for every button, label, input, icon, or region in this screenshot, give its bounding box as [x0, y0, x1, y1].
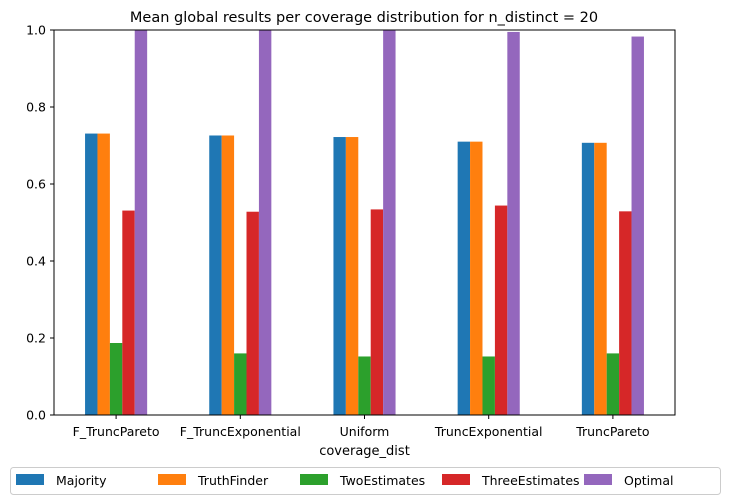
bar-optimal-uniform	[383, 30, 396, 415]
legend-label-optimal: Optimal	[624, 473, 673, 488]
bar-majority-truncexponential	[457, 141, 471, 415]
y-tick-label: 0.8	[26, 100, 46, 115]
x-tick-label: TruncExponential	[434, 424, 543, 439]
legend-swatch-threeestimates	[442, 474, 470, 485]
bar-optimal-f_truncpareto	[134, 30, 148, 415]
bar-twoestimates-f_truncpareto	[109, 343, 123, 415]
bar-optimal-f_truncexponential	[258, 30, 272, 415]
bar-truthfinder-uniform	[345, 137, 359, 415]
plot-frame	[53, 29, 676, 416]
legend-label-truthfinder: TruthFinder	[197, 473, 269, 488]
legend-label-twoestimates: TwoEstimates	[339, 473, 425, 488]
y-tick-label: 0.6	[26, 177, 46, 192]
bar-optimal-truncexponential	[507, 31, 520, 416]
bar-twoestimates-f_truncexponential	[234, 353, 247, 415]
bar-majority-uniform	[333, 137, 346, 415]
bar-twoestimates-uniform	[358, 356, 371, 415]
bar-threeestimates-uniform	[370, 209, 384, 415]
legend-swatch-optimal	[584, 474, 612, 485]
x-tick-label: F_TruncExponential	[180, 424, 301, 439]
bar-threeestimates-truncpareto	[619, 211, 632, 415]
legend-swatch-twoestimates	[300, 474, 328, 485]
y-tick-label: 0.0	[26, 408, 46, 423]
bar-twoestimates-truncexponential	[482, 356, 495, 415]
x-axis: F_TruncPareto F_TruncExponential Uniform Tr…	[73, 415, 650, 439]
bar-majority-f_truncexponential	[209, 135, 222, 416]
bar-truthfinder-truncpareto	[594, 142, 607, 415]
chart-title: Mean global results per coverage distrib…	[130, 10, 598, 26]
legend-frame	[10, 467, 721, 495]
x-tick-label: F_TruncPareto	[73, 424, 160, 439]
bar-threeestimates-f_truncexponential	[246, 211, 259, 415]
bar-truthfinder-f_truncpareto	[97, 133, 110, 415]
y-tick-label: 0.4	[26, 254, 46, 269]
x-axis-label: coverage_dist	[319, 444, 410, 459]
x-tick-label: Uniform	[340, 424, 390, 439]
legend: Majority TruthFinder TwoEstimates ThreeEsti…	[10, 467, 721, 495]
legend-swatch-majority	[16, 474, 44, 485]
bar-threeestimates-truncexponential	[494, 205, 508, 415]
legend-label-threeestimates: ThreeEstimates	[481, 473, 580, 488]
legend-swatch-truthfinder	[158, 474, 186, 485]
bar-twoestimates-truncpareto	[606, 353, 620, 415]
bars-group	[85, 30, 644, 416]
bar-majority-truncpareto	[581, 142, 595, 415]
x-tick-label: TruncPareto	[575, 424, 649, 439]
legend-label-majority: Majority	[56, 473, 107, 488]
bar-optimal-truncpareto	[631, 36, 644, 416]
y-tick-label: 1.0	[26, 23, 46, 38]
bar-truthfinder-f_truncexponential	[221, 135, 235, 416]
bar-truthfinder-truncexponential	[470, 141, 483, 415]
y-axis: 0.0 0.2 0.4 0.6 0.8 1.0	[26, 23, 54, 423]
y-tick-label: 0.2	[26, 331, 46, 346]
bar-majority-f_truncpareto	[85, 133, 98, 415]
bar-threeestimates-f_truncpareto	[122, 210, 135, 415]
